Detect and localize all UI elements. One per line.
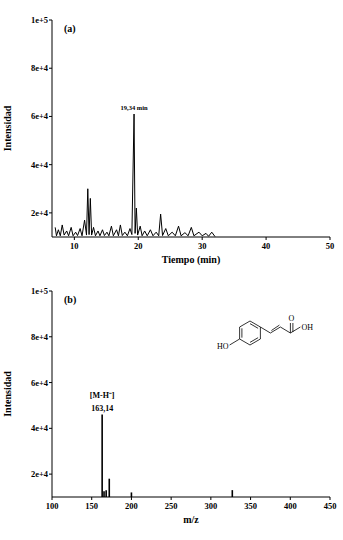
y-axis-label: Intensidad: [2, 371, 13, 417]
x-tick-label: 250: [165, 501, 178, 511]
y-tick-label: 4e+4: [31, 160, 49, 170]
y-tick: [49, 474, 52, 475]
y-tick-label: 4e+4: [31, 423, 49, 433]
spectrum-peak: [103, 491, 105, 497]
x-tick: [210, 497, 211, 500]
y-tick: [49, 382, 52, 383]
y-tick: [49, 291, 52, 292]
x-tick: [330, 237, 331, 240]
x-tick-label: 100: [46, 501, 59, 511]
bond: [290, 327, 300, 333]
double-bond: [271, 325, 279, 330]
y-tick: [49, 20, 52, 21]
y-tick-label: 1e+5: [31, 286, 48, 296]
x-axis-label: m/z: [183, 514, 199, 525]
y-tick: [49, 116, 52, 117]
x-tick: [202, 237, 203, 240]
x-tick-label: 450: [324, 501, 337, 511]
x-tick: [138, 237, 139, 240]
x-tick-label: 150: [85, 501, 98, 511]
y-axis: [52, 20, 53, 237]
x-axis: [52, 497, 330, 498]
y-tick-label: 1e+5: [31, 15, 48, 25]
x-tick: [74, 237, 75, 240]
spectrum-peak: [101, 415, 103, 497]
x-tick: [171, 497, 172, 500]
x-tick-label: 200: [125, 501, 138, 511]
plot-area: [55, 114, 215, 236]
double-bond: [250, 324, 258, 329]
x-tick-label: 300: [204, 501, 217, 511]
spectrum-peak: [232, 490, 234, 497]
x-axis-label: Tiempo (min): [162, 254, 220, 266]
bond: [290, 323, 291, 333]
spectrum-peak: [105, 490, 107, 497]
double-bond: [292, 323, 293, 332]
panel-title: (a): [64, 23, 76, 35]
double-bond: [241, 328, 242, 337]
x-tick-label: 350: [244, 501, 257, 511]
bond: [280, 327, 290, 333]
y-tick-label: 8e+4: [31, 63, 49, 73]
panel-title: (b): [64, 294, 76, 306]
atom-label: OH: [301, 323, 313, 332]
y-tick: [49, 164, 52, 165]
chromatogram-line: [55, 114, 215, 236]
double-bond: [250, 338, 258, 343]
x-tick-label: 40: [262, 241, 271, 251]
x-tick: [131, 497, 132, 500]
x-tick: [91, 497, 92, 500]
y-tick-label: 8e+4: [31, 332, 49, 342]
atom-label: HO: [217, 342, 229, 351]
y-tick-label: 6e+4: [31, 378, 49, 388]
chart-panel: 2e+4 4e+4 6e+4 8e+4 1e+5 100 150 200 250 300 350 40…: [2, 286, 336, 525]
spectrum-peak: [108, 479, 110, 497]
y-axis: [52, 291, 53, 497]
spectrum-peak: [131, 492, 133, 497]
annotation: 19,34 min: [121, 104, 148, 111]
x-tick: [330, 497, 331, 500]
y-tick: [49, 336, 52, 337]
x-tick-label: 30: [198, 241, 207, 251]
x-tick: [52, 497, 53, 500]
ring: [240, 321, 261, 345]
annotation: [M-H⁻]: [90, 391, 115, 400]
chart-panel: 2e+4 4e+4 6e+4 8e+4 1e+5 10 20 30 40 50 Tiempo (mi…: [2, 15, 334, 266]
x-tick: [290, 497, 291, 500]
x-tick: [250, 497, 251, 500]
x-axis: [52, 237, 330, 238]
y-tick-label: 2e+4: [31, 208, 49, 218]
y-tick-label: 6e+4: [31, 111, 49, 121]
y-tick: [49, 212, 52, 213]
plot-area: [102, 415, 232, 497]
y-tick: [49, 68, 52, 69]
y-tick-label: 2e+4: [31, 469, 49, 479]
structure: O OH HO: [217, 314, 313, 351]
x-tick-label: 400: [284, 501, 297, 511]
bond: [260, 327, 270, 333]
annotation: 163,14: [91, 404, 113, 413]
bond: [230, 339, 240, 345]
x-tick: [266, 237, 267, 240]
figure: 2e+4 4e+4 6e+4 8e+4 1e+5 10 20 30 40 50 Tiempo (mi…: [0, 0, 343, 540]
x-tick-label: 20: [134, 241, 143, 251]
y-tick: [49, 428, 52, 429]
x-tick-label: 50: [326, 241, 335, 251]
x-tick-label: 10: [70, 241, 79, 251]
y-axis-label: Intensidad: [2, 105, 13, 151]
atom-label: O: [289, 314, 295, 323]
